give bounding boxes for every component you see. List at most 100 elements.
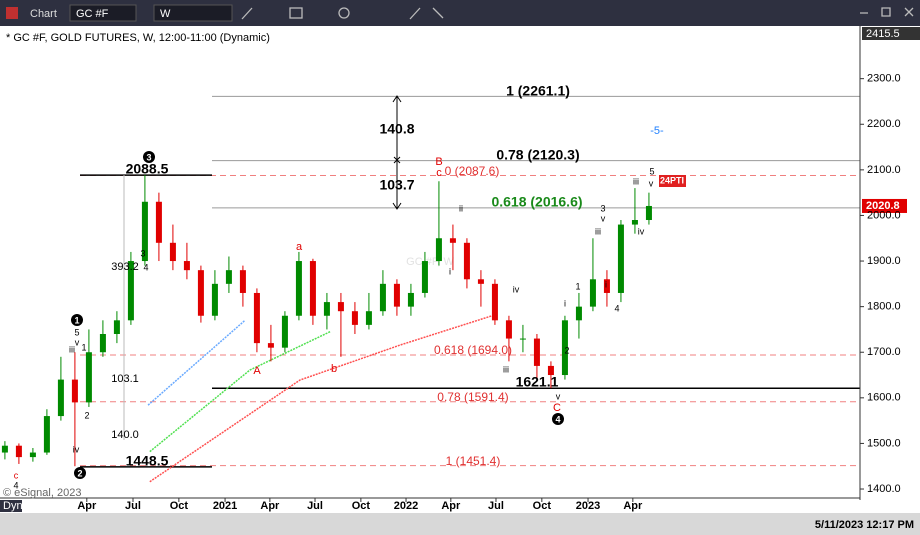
toolbar-icons[interactable] — [241, 7, 914, 20]
y-tick-label: 2100.0 — [867, 164, 901, 176]
wave-label: 4 — [555, 414, 560, 424]
text-icon[interactable] — [289, 7, 303, 19]
candle-body — [407, 292, 414, 307]
candle-body — [99, 333, 106, 353]
candle-body — [379, 283, 386, 312]
window-controls[interactable] — [860, 7, 914, 17]
candle-body — [505, 320, 512, 339]
candle-body — [155, 201, 162, 243]
candle-body — [575, 306, 582, 321]
candle-body — [547, 365, 554, 376]
candle-body — [309, 261, 316, 316]
candle-body — [449, 238, 456, 243]
wave-label: a — [296, 241, 303, 253]
candle-body — [169, 242, 176, 262]
top-price: 2415.5 — [866, 28, 900, 40]
y-tick-label: 1900.0 — [867, 255, 901, 267]
wave-label: 1 — [575, 281, 580, 291]
wave-label: 2 — [77, 468, 82, 478]
candle-body — [15, 445, 22, 458]
wave-label: c — [14, 470, 19, 480]
candle-body — [141, 201, 148, 262]
top-price-tag — [862, 27, 920, 40]
y-tick-label: 2300.0 — [867, 73, 901, 85]
x-tick-label: Oct — [170, 500, 189, 512]
x-tick-label: Oct — [352, 500, 371, 512]
wave-label: iv — [638, 226, 645, 236]
wave-label: iii — [503, 364, 509, 374]
wave-label: iii — [69, 344, 75, 354]
wave-label: A — [253, 365, 261, 377]
tag-text: 24PTI — [660, 175, 684, 185]
tag — [659, 175, 686, 187]
wave-label: iii — [595, 226, 601, 236]
status-bar — [0, 513, 920, 535]
mode: Dyn — [3, 500, 23, 512]
candle-body — [323, 302, 330, 316]
settings-icon[interactable] — [338, 7, 350, 19]
wave-label: b — [331, 363, 337, 375]
wave-circle — [71, 314, 83, 326]
candle-body — [561, 320, 568, 376]
candle-body — [393, 283, 400, 307]
candle-body — [43, 416, 50, 453]
candle-body — [491, 283, 498, 321]
candle-body — [295, 261, 302, 316]
wave-circle — [74, 467, 86, 479]
candle-body — [57, 379, 64, 417]
annotation: 140.0 — [111, 429, 139, 441]
candle-body — [589, 279, 596, 307]
candle-body — [365, 311, 372, 325]
candle-body — [85, 352, 92, 403]
draw-icon[interactable] — [241, 7, 253, 20]
candle-body — [519, 338, 526, 340]
candle-body — [183, 261, 190, 271]
level-label: 0 (2087.6) — [445, 164, 500, 178]
wave-label: 4 — [13, 480, 18, 490]
last-price-tag — [862, 198, 907, 213]
x-tick-label: Apr — [623, 500, 643, 512]
annotation: 103.7 — [379, 177, 414, 193]
y-tick-label: 1700.0 — [867, 346, 901, 358]
candle-body — [239, 270, 246, 293]
wave-label: v — [556, 391, 561, 401]
x-tick-label: 2023 — [576, 500, 600, 512]
candle-body — [617, 224, 624, 293]
wave-label: v — [75, 337, 80, 347]
candle-body — [631, 220, 638, 225]
level-label: 0.78 (2120.3) — [496, 147, 579, 163]
wave-label: 2 — [84, 410, 89, 420]
candle-body — [225, 270, 232, 284]
candle-body — [113, 320, 120, 334]
wave-label: 4 — [614, 303, 619, 313]
wave-label: iii — [633, 176, 639, 186]
candle-body — [337, 302, 344, 312]
candle-body — [421, 261, 428, 293]
wave-circle — [552, 413, 564, 425]
candle-body — [645, 205, 652, 221]
wave-label: 5 — [649, 166, 654, 176]
level-label: 0.618 (1694.0) — [434, 343, 512, 357]
wave-label: 3 — [140, 248, 145, 258]
x-tick-label: Apr — [77, 500, 97, 512]
wave-circle — [143, 151, 155, 163]
app-icon — [6, 7, 18, 19]
wave-label: iv — [73, 444, 80, 454]
symbol-text: GC #F — [76, 8, 109, 20]
wave-label: v — [601, 213, 606, 223]
wave-label: 4 — [143, 262, 148, 272]
annotation: 393.2 — [111, 261, 139, 273]
x-tick-label: 2022 — [394, 500, 418, 512]
interval-input[interactable] — [153, 4, 233, 22]
wave-label: B — [435, 156, 442, 168]
tools-icon[interactable] — [409, 7, 444, 20]
x-tick-label: Jul — [125, 500, 141, 512]
chart-title: * GC #F, GOLD FUTURES, W, 12:00-11:00 (D… — [6, 32, 270, 44]
candle-body — [281, 315, 288, 348]
level-label: 1621.1 — [516, 374, 559, 390]
symbol-input[interactable] — [69, 4, 137, 22]
annotation: 103.1 — [111, 373, 139, 385]
annotation: 140.8 — [379, 121, 414, 137]
